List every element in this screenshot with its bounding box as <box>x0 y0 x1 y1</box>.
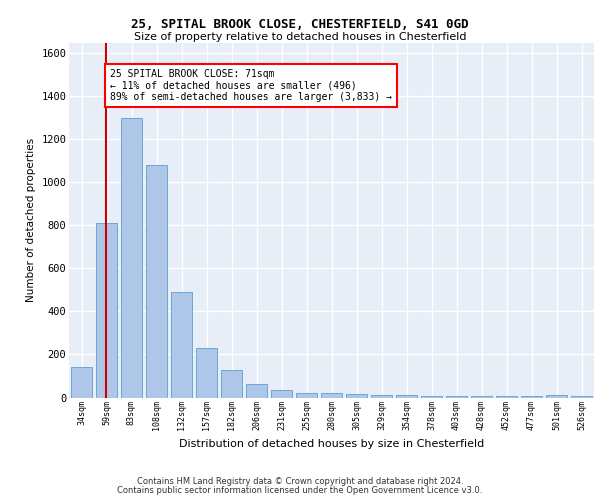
Bar <box>246 384 267 398</box>
Bar <box>196 348 217 398</box>
Text: Size of property relative to detached houses in Chesterfield: Size of property relative to detached ho… <box>134 32 466 42</box>
Bar <box>471 396 492 398</box>
Bar <box>271 390 292 398</box>
Text: Contains public sector information licensed under the Open Government Licence v3: Contains public sector information licen… <box>118 486 482 495</box>
Bar <box>96 223 117 398</box>
Text: 25, SPITAL BROOK CLOSE, CHESTERFIELD, S41 0GD: 25, SPITAL BROOK CLOSE, CHESTERFIELD, S4… <box>131 18 469 30</box>
Bar <box>446 396 467 398</box>
X-axis label: Distribution of detached houses by size in Chesterfield: Distribution of detached houses by size … <box>179 438 484 448</box>
Y-axis label: Number of detached properties: Number of detached properties <box>26 138 35 302</box>
Bar <box>221 370 242 398</box>
Bar <box>296 393 317 398</box>
Bar <box>121 118 142 398</box>
Bar <box>371 396 392 398</box>
Bar <box>571 396 592 398</box>
Bar <box>321 393 342 398</box>
Bar <box>421 396 442 398</box>
Bar <box>71 368 92 398</box>
Bar <box>146 165 167 398</box>
Bar <box>546 395 567 398</box>
Bar <box>396 396 417 398</box>
Bar <box>496 396 517 398</box>
Bar <box>171 292 192 398</box>
Text: 25 SPITAL BROOK CLOSE: 71sqm
← 11% of detached houses are smaller (496)
89% of s: 25 SPITAL BROOK CLOSE: 71sqm ← 11% of de… <box>110 69 392 102</box>
Bar <box>521 396 542 398</box>
Text: Contains HM Land Registry data © Crown copyright and database right 2024.: Contains HM Land Registry data © Crown c… <box>137 477 463 486</box>
Bar <box>346 394 367 398</box>
